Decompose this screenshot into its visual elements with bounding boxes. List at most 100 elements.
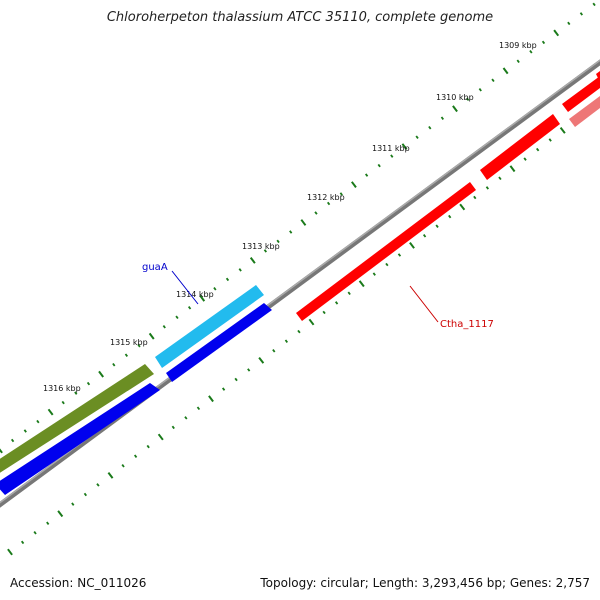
tick-label: 1311 kbp: [372, 144, 410, 153]
minor-tick: [187, 306, 192, 310]
tick-label: 1314 kbp: [176, 290, 214, 299]
minor-tick: [184, 416, 188, 420]
major-tick: [57, 510, 64, 518]
minor-tick: [272, 349, 276, 353]
major-tick: [98, 370, 104, 378]
minor-tick: [377, 163, 381, 168]
major-tick: [409, 242, 415, 249]
minor-tick: [23, 429, 27, 433]
minor-tick: [473, 195, 477, 200]
minor-tick: [466, 97, 470, 101]
major-tick: [258, 356, 265, 364]
minor-tick: [196, 406, 201, 411]
ctha-1117-label[interactable]: Ctha_1117: [440, 319, 494, 330]
minor-tick: [339, 192, 343, 196]
minor-tick: [289, 230, 293, 234]
minor-tick: [171, 425, 175, 430]
minor-tick: [498, 176, 502, 181]
genome-backbone: [0, 59, 600, 508]
inner-tick-ring: [7, 109, 590, 556]
minor-tick: [10, 438, 15, 443]
tick-label: 1309 kbp: [499, 41, 537, 50]
major-tick: [157, 433, 164, 441]
major-tick: [199, 294, 206, 302]
minor-tick: [326, 201, 331, 206]
reverse-gene-4[interactable]: [569, 96, 600, 127]
reverse-gene-5[interactable]: [596, 71, 600, 82]
accession-text: Accession: NC_011026: [10, 576, 147, 590]
tick-label: 1316 kbp: [43, 384, 81, 393]
minor-tick: [33, 531, 37, 535]
minor-tick: [46, 521, 50, 525]
major-tick: [401, 143, 408, 150]
major-tick: [509, 165, 516, 173]
minor-tick: [175, 315, 179, 320]
minor-tick: [74, 391, 78, 395]
minor-tick: [535, 147, 540, 152]
minor-tick: [36, 419, 40, 424]
minor-tick: [96, 483, 100, 487]
major-tick: [308, 318, 315, 326]
minor-tick: [428, 125, 432, 130]
major-tick: [0, 448, 3, 454]
other-gene-olive[interactable]: [0, 364, 154, 476]
minor-tick: [523, 157, 527, 161]
gene-guaA[interactable]: [155, 285, 264, 368]
minor-tick: [20, 540, 25, 545]
tick-labels: 1309 kbp 1310 kbp 1311 kbp 1312 kbp 1313 kbp…: [43, 41, 537, 393]
tick-label: 1313 kbp: [242, 242, 280, 251]
major-tick: [459, 203, 466, 211]
minor-tick: [276, 239, 280, 244]
genome-stats-text: Topology: circular; Length: 3,293,456 bp…: [260, 576, 590, 590]
minor-tick: [133, 454, 138, 458]
major-tick: [208, 395, 214, 403]
major-tick: [107, 471, 114, 479]
minor-tick: [234, 377, 238, 382]
minor-tick: [529, 50, 533, 54]
minor-tick: [567, 21, 571, 26]
tick-label: 1315 kbp: [110, 338, 148, 347]
minor-tick: [541, 40, 546, 45]
map-title: Chloroherpeton thalassium ATCC 35110, co…: [106, 10, 494, 25]
minor-tick: [121, 464, 125, 468]
tick-label: 1310 kbp: [436, 93, 474, 102]
forward-gene-1[interactable]: [0, 383, 160, 495]
guaA-leader-line: [171, 270, 199, 305]
minor-tick: [478, 88, 482, 92]
major-tick: [300, 219, 307, 226]
minor-tick: [448, 214, 452, 219]
gene-ctha-1117[interactable]: [296, 182, 476, 321]
reverse-gene-2[interactable]: [480, 114, 560, 180]
minor-tick: [422, 234, 427, 238]
minor-tick: [548, 138, 552, 142]
minor-tick: [347, 291, 351, 296]
minor-tick: [364, 173, 369, 177]
minor-tick: [415, 135, 419, 139]
tick-label: 1312 kbp: [307, 193, 345, 202]
minor-tick: [397, 253, 402, 257]
minor-tick: [146, 444, 150, 449]
major-tick: [148, 332, 155, 340]
minor-tick: [284, 339, 289, 343]
minor-tick: [592, 2, 596, 7]
genome-backbone-highlight: [0, 59, 600, 504]
minor-tick: [334, 301, 339, 305]
guaA-label[interactable]: guaA: [142, 262, 168, 273]
minor-tick: [86, 381, 91, 386]
minor-tick: [372, 272, 376, 276]
minor-tick: [435, 224, 439, 228]
minor-tick: [162, 325, 166, 329]
minor-tick: [225, 277, 230, 282]
minor-tick: [61, 400, 65, 405]
minor-tick: [385, 262, 389, 267]
forward-gene-2[interactable]: [166, 303, 272, 382]
reverse-gene-3[interactable]: [562, 76, 600, 112]
major-tick: [7, 548, 13, 556]
minor-tick: [322, 310, 326, 315]
minor-tick: [71, 502, 75, 506]
major-tick: [502, 67, 509, 75]
minor-tick: [213, 287, 217, 291]
minor-tick: [314, 211, 318, 215]
minor-tick: [485, 186, 490, 190]
